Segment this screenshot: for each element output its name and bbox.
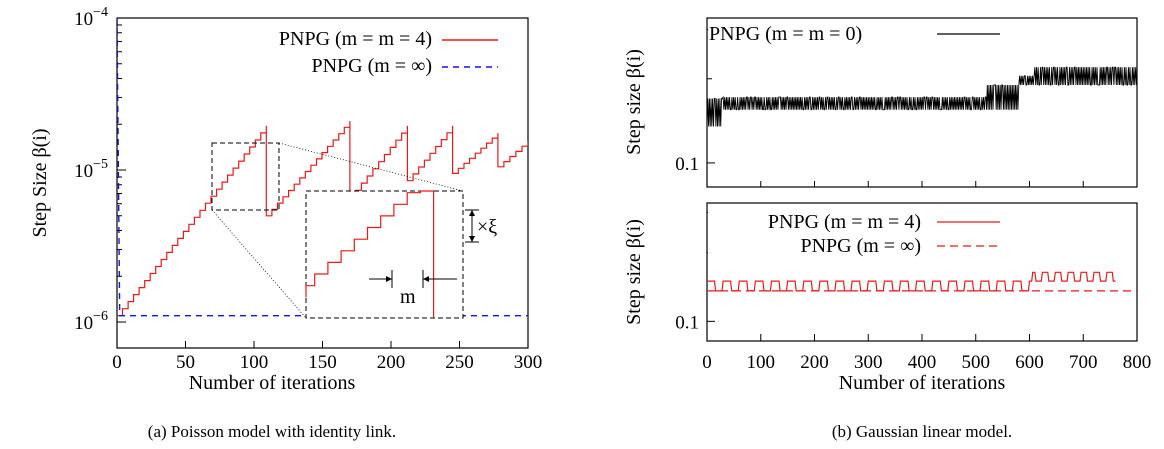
x-axis-ticks: 0 50 100 150 200 250 300 [112, 341, 542, 373]
caption-a: (a) Poisson model with identity link. [148, 422, 396, 441]
x-tick-label: 300 [514, 352, 543, 373]
zoom-m-label: m [400, 286, 416, 308]
y-axis-ticks: 10−6 10−5 10−4 [74, 5, 126, 334]
x-axis-label: Number of iterations [189, 372, 356, 394]
poisson-panel: 0 50 100 150 200 250 300 10−6 10−5 10−4 m ×ξ [29, 5, 542, 441]
x-tick-label: 500 [962, 352, 991, 373]
x-tick-label: 0 [702, 352, 712, 373]
x-tick-label: 250 [445, 352, 474, 373]
y-axis-label-b-top: Step size β(i) [623, 49, 645, 155]
legend-label-pnpg-m4-gaussian: PNPG (m = m = 4) [768, 211, 921, 233]
zoom-xi-marker: ×ξ [465, 209, 497, 243]
x-tick-label: 200 [377, 352, 406, 373]
y-tick-label: 10−4 [74, 5, 108, 30]
y-tick-label: 0.1 [675, 312, 699, 333]
x-tick-label: 0 [112, 352, 122, 373]
legend-top: PNPG (m = m = 0) [708, 20, 1000, 46]
y-tick-label: 10−5 [74, 157, 108, 182]
y-tick-label: 0.1 [675, 154, 699, 175]
series-line-pnpg-inf [117, 18, 528, 317]
x-tick-label: 150 [308, 352, 337, 373]
x-tick-label: 600 [1015, 352, 1044, 373]
gaussian-panel: 0 100 200 300 400 500 600 700 800 0.1 0.1 PNPG (m … [623, 17, 1152, 441]
y-axis-label: Step Size β(i) [29, 128, 51, 237]
zoom-xi-label: ×ξ [477, 216, 497, 238]
x-tick-label: 50 [176, 352, 195, 373]
zoom-inset-box [305, 190, 464, 319]
caption-b: (b) Gaussian linear model. [832, 422, 1012, 441]
x-tick-label: 800 [1123, 352, 1152, 373]
x-tick-label: 100 [240, 352, 269, 373]
legend-label-pnpg-m0: PNPG (m = m = 0) [709, 23, 862, 45]
legend-bottom: PNPG (m = m = 4) PNPG (m = ∞) [708, 206, 1000, 257]
y-axis-label-b-bottom: Step size β(i) [623, 219, 645, 325]
axis-ticks: 0 100 200 300 400 500 600 700 800 0.1 0.1 [675, 29, 1152, 373]
legend-label-pnpg-inf-gaussian: PNPG (m = ∞) [800, 235, 921, 257]
series-line-pnpg-m4-gaussian [707, 271, 1116, 292]
legend: PNPG (m = m = 4) PNPG (m = ∞) [279, 28, 498, 77]
series-line-pnpg-m4 [117, 121, 528, 317]
legend-label-pnpg-inf: PNPG (m = ∞) [311, 55, 432, 77]
legend-label-pnpg-m4: PNPG (m = m = 4) [279, 28, 432, 50]
x-axis-label-b: Number of iterations [839, 372, 1006, 394]
zoom-inset-line [305, 190, 435, 318]
zoom-source-box [211, 142, 280, 211]
y-tick-label: 10−6 [74, 309, 108, 334]
series-line-pnpg-m0 [707, 66, 1137, 127]
x-tick-label: 200 [800, 352, 829, 373]
x-tick-label: 100 [747, 352, 776, 373]
x-tick-label: 700 [1069, 352, 1098, 373]
x-tick-label: 400 [908, 352, 937, 373]
zoom-m-marker: m [369, 270, 457, 308]
x-tick-label: 300 [854, 352, 883, 373]
zoom-connector [211, 209, 307, 319]
